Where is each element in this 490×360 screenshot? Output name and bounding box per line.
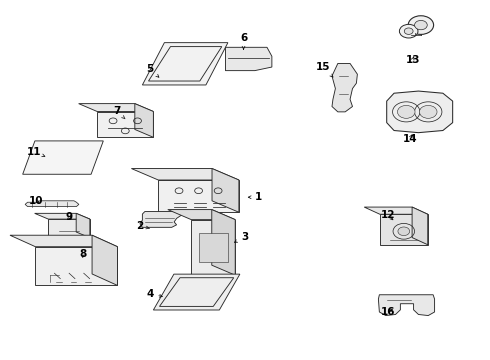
Polygon shape	[212, 210, 235, 275]
Polygon shape	[92, 235, 118, 285]
Polygon shape	[97, 112, 153, 137]
Polygon shape	[198, 233, 228, 262]
Polygon shape	[412, 207, 428, 245]
Text: 1: 1	[248, 192, 262, 202]
Polygon shape	[35, 247, 118, 285]
Text: 15: 15	[316, 62, 333, 77]
Polygon shape	[140, 212, 181, 227]
Circle shape	[397, 105, 415, 118]
Text: 10: 10	[29, 196, 44, 206]
Text: 11: 11	[26, 147, 45, 157]
Polygon shape	[78, 104, 153, 112]
Text: 5: 5	[146, 64, 159, 77]
Text: 12: 12	[381, 210, 395, 220]
Polygon shape	[364, 207, 428, 214]
Text: 14: 14	[403, 134, 417, 144]
Polygon shape	[135, 104, 153, 137]
Polygon shape	[225, 47, 272, 71]
Text: 4: 4	[146, 289, 162, 299]
Polygon shape	[35, 213, 90, 219]
Polygon shape	[23, 141, 103, 174]
Polygon shape	[387, 91, 453, 133]
Polygon shape	[153, 274, 240, 310]
Circle shape	[408, 16, 434, 35]
Polygon shape	[332, 63, 357, 112]
Circle shape	[404, 28, 413, 35]
Text: 9: 9	[66, 212, 73, 222]
Polygon shape	[380, 214, 428, 245]
Text: 2: 2	[136, 221, 149, 231]
Polygon shape	[49, 219, 90, 238]
Circle shape	[415, 21, 427, 30]
Text: 13: 13	[405, 55, 420, 65]
Circle shape	[398, 227, 410, 235]
Polygon shape	[25, 201, 79, 207]
Text: 7: 7	[113, 106, 125, 119]
Text: 16: 16	[380, 307, 395, 317]
Polygon shape	[158, 180, 239, 212]
Text: 6: 6	[240, 33, 247, 49]
Polygon shape	[378, 295, 435, 316]
Circle shape	[419, 105, 437, 118]
Polygon shape	[131, 168, 239, 180]
Text: 8: 8	[79, 248, 86, 258]
Polygon shape	[212, 168, 239, 212]
Text: 3: 3	[235, 232, 248, 242]
Polygon shape	[191, 220, 235, 275]
Circle shape	[399, 24, 418, 38]
Polygon shape	[168, 210, 235, 220]
Polygon shape	[143, 42, 228, 85]
Polygon shape	[10, 235, 118, 247]
Polygon shape	[76, 213, 90, 238]
